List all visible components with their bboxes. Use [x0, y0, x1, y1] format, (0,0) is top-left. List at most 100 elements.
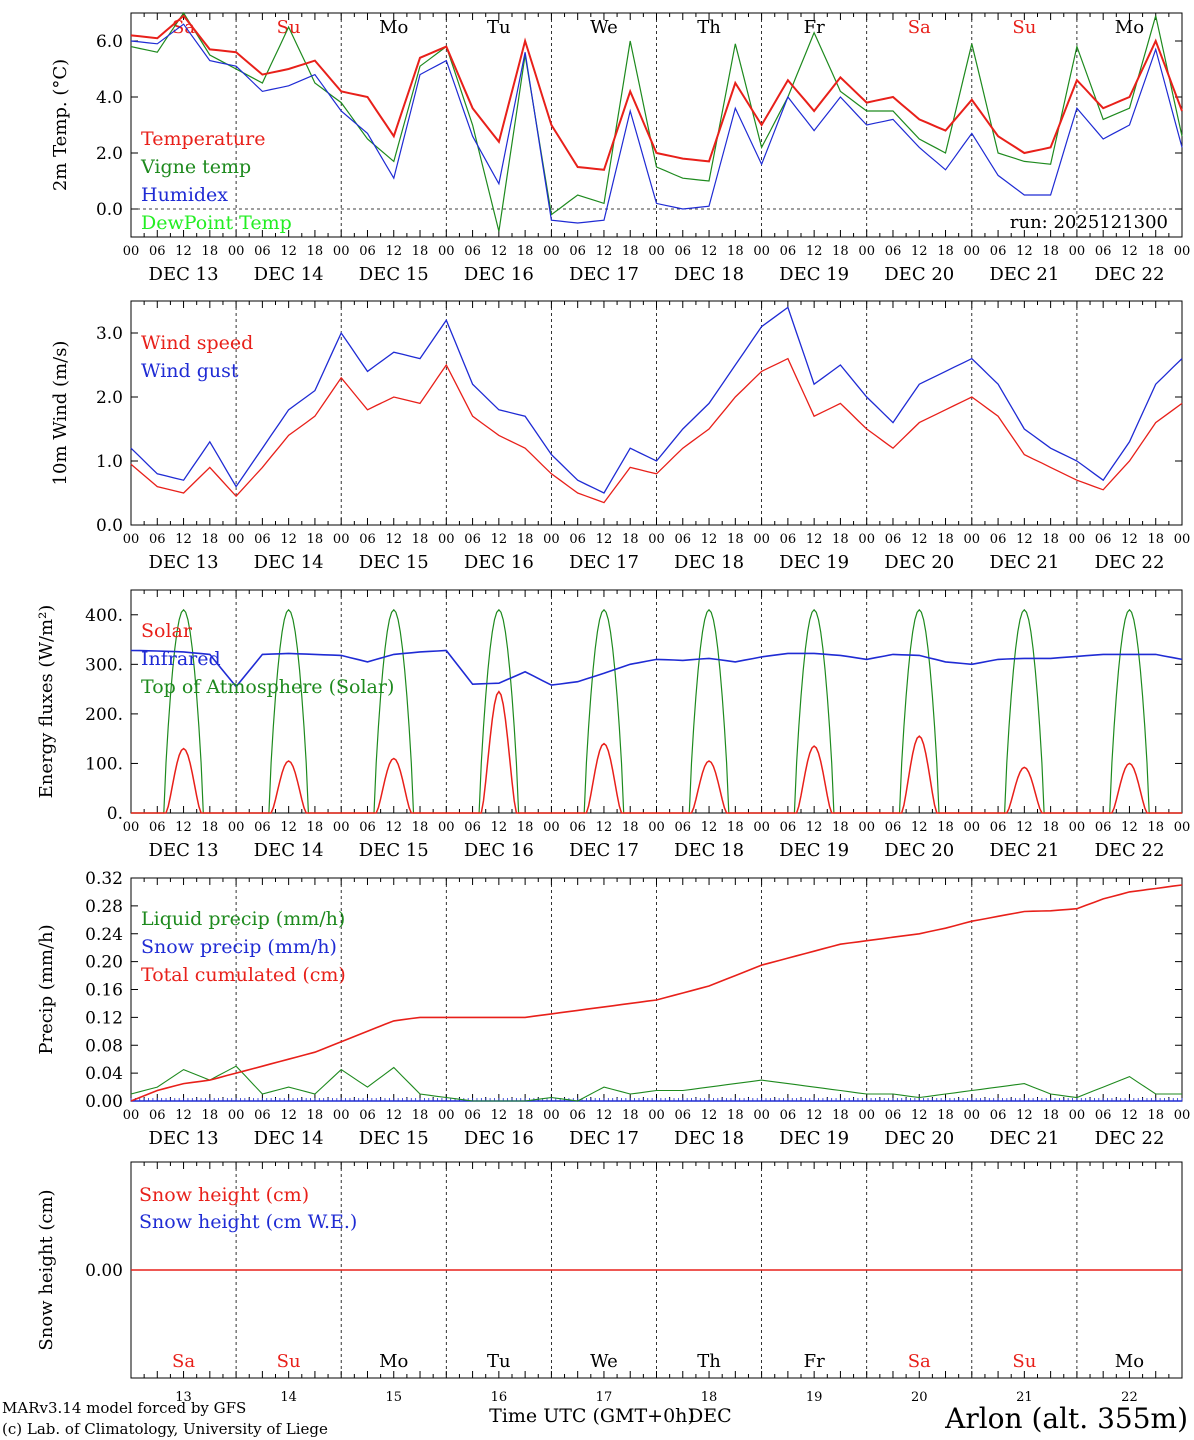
day-number-label: 22: [1121, 1390, 1138, 1405]
day-number-label: 21: [1016, 1390, 1033, 1405]
day-number-label: 19: [806, 1390, 823, 1405]
hour-label: 06: [990, 244, 1007, 259]
hour-label: 00: [648, 820, 665, 835]
legend-entry: Snow height (cm): [139, 1184, 309, 1206]
day-number-label: 14: [280, 1390, 297, 1405]
hour-label: 06: [464, 532, 481, 547]
hour-label: 06: [675, 532, 692, 547]
date-label: DEC 15: [359, 552, 429, 573]
hour-label: 00: [1174, 532, 1191, 547]
legend-entry: Snow precip (mm/h): [141, 936, 337, 958]
panel-frame: [130, 589, 1183, 814]
hour-label: 18: [202, 532, 219, 547]
legend-entry: Humidex: [141, 184, 228, 206]
hour-label: 18: [307, 532, 324, 547]
date-label: DEC 22: [1094, 840, 1164, 861]
hour-label: 18: [727, 532, 744, 547]
hour-label: 12: [806, 244, 823, 259]
date-label: DEC 21: [989, 840, 1059, 861]
y-tick-label: 0.00: [85, 1261, 123, 1281]
hour-label: 18: [832, 1108, 849, 1123]
date-label: DEC 20: [884, 1128, 954, 1149]
hour-label: 00: [1069, 532, 1086, 547]
hour-label: 06: [359, 1108, 376, 1123]
panel-snow: 0.00 Snow height (cm) Snow height (cm) Snow…: [36, 1161, 1183, 1405]
hour-label: 06: [1095, 820, 1112, 835]
y-tick-label: 0.16: [85, 981, 123, 1001]
hour-label: 06: [569, 532, 586, 547]
panel-temperature: 00 06 12 18 DEC 13 00 06 12 18 DEC 14 00 06 12 18 DEC …: [50, 11, 1190, 285]
date-label: DEC 19: [779, 840, 849, 861]
hour-label: 18: [412, 820, 429, 835]
hour-label: 18: [202, 244, 219, 259]
legend-entry: Wind gust: [141, 360, 239, 382]
date-label: DEC 14: [254, 264, 324, 285]
y-axis-label: Energy fluxes (W/m²): [36, 605, 57, 799]
hour-label: 00: [333, 244, 350, 259]
hour-label: 12: [491, 1108, 508, 1123]
date-label: DEC 14: [254, 552, 324, 573]
hour-label: 18: [517, 820, 534, 835]
date-label: DEC 17: [569, 552, 639, 573]
hour-label: 12: [1016, 820, 1033, 835]
legend-entry: Temperature: [141, 128, 265, 150]
hour-label: 06: [254, 244, 271, 259]
y-tick-label: 4.0: [96, 88, 123, 108]
day-number-label: 20: [911, 1390, 928, 1405]
hour-label: 00: [333, 820, 350, 835]
hour-label: 00: [543, 532, 560, 547]
date-label: DEC 16: [464, 552, 534, 573]
hour-label: 00: [858, 244, 875, 259]
hour-label: 00: [753, 820, 770, 835]
hour-label: 12: [911, 532, 928, 547]
hour-label: 18: [1042, 532, 1059, 547]
legend-entry: Vigne temp: [140, 156, 251, 178]
hour-label: 00: [123, 1108, 140, 1123]
hour-label: 06: [464, 1108, 481, 1123]
hour-label: 00: [648, 532, 665, 547]
hour-label: 12: [491, 244, 508, 259]
date-label: DEC 18: [674, 264, 744, 285]
hour-label: 00: [858, 820, 875, 835]
hour-label: 12: [1121, 1108, 1138, 1123]
y-tick-label: 300.: [85, 655, 123, 675]
date-label: DEC 16: [464, 1128, 534, 1149]
hour-label: 18: [622, 532, 639, 547]
hour-label: 12: [911, 1108, 928, 1123]
hour-label: 06: [464, 244, 481, 259]
hour-label: 18: [727, 1108, 744, 1123]
series-line-0: [130, 357, 1183, 504]
legend-entry: Snow height (cm W.E.): [139, 1211, 357, 1233]
weekday-label: Fr: [804, 1351, 825, 1372]
panel-precip: 00 06 12 18 DEC 13 00 06 12 18 DEC 14 00 06 12 18 DEC …: [36, 869, 1190, 1149]
hour-label: 18: [202, 1108, 219, 1123]
hour-label: 00: [964, 532, 981, 547]
hour-label: 18: [1042, 1108, 1059, 1123]
hour-label: 12: [385, 1108, 402, 1123]
hour-label: 18: [517, 532, 534, 547]
hour-label: 00: [228, 1108, 245, 1123]
y-axis-label: 2m Temp. (°C): [50, 59, 71, 191]
y-tick-label: 400.: [85, 606, 123, 626]
date-label: DEC 18: [674, 1128, 744, 1149]
hour-label: 18: [727, 244, 744, 259]
y-tick-label: 0.0: [96, 516, 123, 536]
hour-label: 18: [307, 820, 324, 835]
y-tick-label: 1.0: [96, 452, 123, 472]
hour-label: 06: [675, 820, 692, 835]
hour-label: 12: [1016, 1108, 1033, 1123]
hour-label: 12: [1121, 820, 1138, 835]
hour-label: 18: [832, 820, 849, 835]
series-line-total: [130, 884, 1183, 1102]
weekday-label: Mo: [379, 1351, 408, 1372]
hour-label: 06: [149, 1108, 166, 1123]
hour-label: 12: [596, 244, 613, 259]
hour-label: 00: [648, 244, 665, 259]
y-tick-label: 0.04: [85, 1064, 123, 1084]
hour-label: 12: [806, 820, 823, 835]
date-label: DEC 18: [674, 552, 744, 573]
hour-label: 12: [175, 820, 192, 835]
date-label: DEC 19: [779, 264, 849, 285]
weekday-label: We: [590, 1351, 618, 1372]
